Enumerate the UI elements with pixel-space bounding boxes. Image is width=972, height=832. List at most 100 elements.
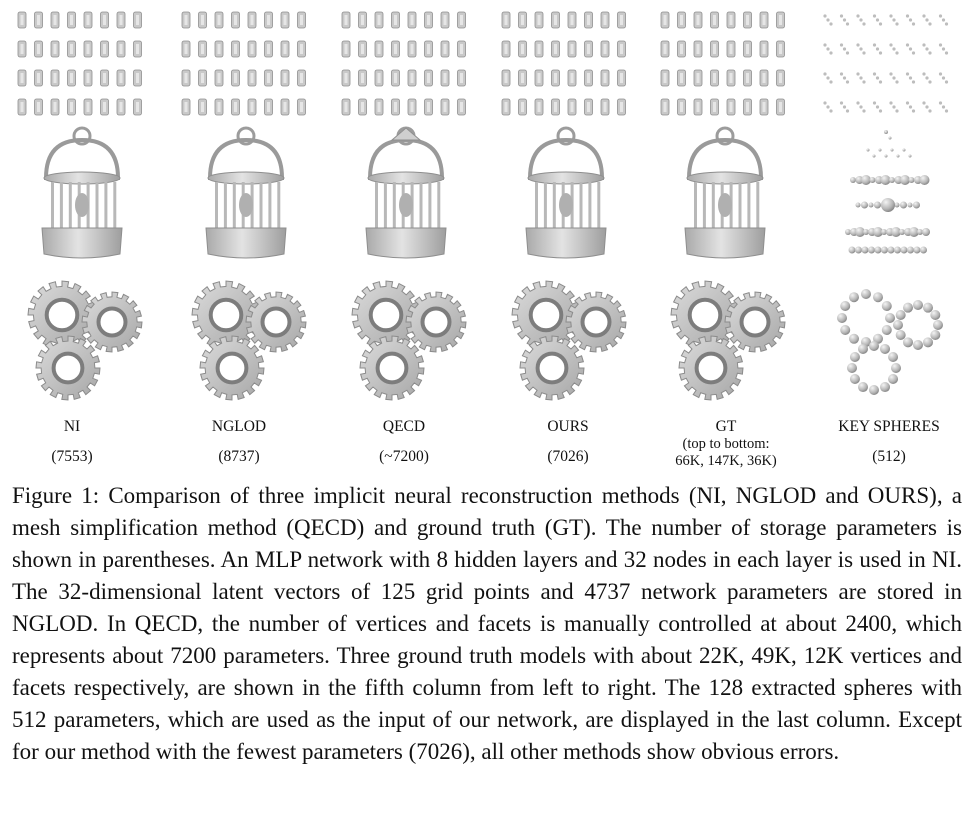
bone-highlight bbox=[746, 102, 749, 112]
cage-top-ring bbox=[527, 171, 605, 185]
bone-highlight bbox=[554, 102, 557, 112]
key-sphere bbox=[861, 175, 871, 185]
sphere-dot bbox=[845, 22, 850, 26]
key-sphere bbox=[861, 201, 868, 209]
bone-highlight bbox=[136, 15, 139, 25]
sphere-dot bbox=[922, 43, 926, 47]
sphere-dot bbox=[823, 43, 827, 47]
bone-highlight bbox=[663, 102, 667, 112]
bone-highlight bbox=[746, 73, 749, 83]
sphere-dot bbox=[922, 72, 926, 76]
bone-highlight bbox=[779, 15, 782, 25]
bone-highlight bbox=[521, 102, 524, 112]
bone-highlight bbox=[283, 15, 287, 25]
gear bbox=[724, 291, 786, 353]
cage-bar bbox=[552, 182, 556, 228]
bone-highlight bbox=[377, 15, 381, 25]
cage-hook bbox=[715, 126, 735, 146]
bone-highlight bbox=[20, 44, 24, 54]
bone-highlight bbox=[554, 73, 557, 83]
cage-bar bbox=[104, 182, 108, 228]
sphere-dot bbox=[845, 80, 850, 84]
bone-highlight bbox=[136, 73, 139, 83]
sphere-dot bbox=[905, 14, 910, 18]
bone-highlight bbox=[746, 15, 749, 25]
key-sphere bbox=[873, 227, 883, 237]
row-birdcage-models bbox=[41, 126, 930, 259]
key-sphere bbox=[848, 246, 856, 254]
key-sphere bbox=[861, 246, 869, 254]
bone-highlight bbox=[521, 15, 524, 25]
bone-highlight bbox=[460, 102, 463, 112]
sphere-dot bbox=[911, 109, 916, 113]
sphere-dot bbox=[859, 47, 863, 51]
gear-hole bbox=[260, 306, 292, 338]
gear-hole bbox=[215, 351, 249, 385]
key-sphere bbox=[908, 154, 912, 158]
sphere-dot bbox=[872, 14, 877, 18]
comparison-figure bbox=[17, 11, 949, 401]
bone-highlight bbox=[86, 73, 90, 83]
bone-highlight bbox=[361, 102, 364, 112]
bone-highlight bbox=[86, 15, 90, 25]
bird-figure bbox=[75, 193, 89, 217]
key-sphere bbox=[869, 385, 879, 395]
bone-highlight bbox=[729, 102, 733, 112]
bone-highlight bbox=[344, 15, 348, 25]
cage-bar bbox=[702, 182, 706, 228]
sphere-dot bbox=[872, 101, 877, 105]
column-title: OURS bbox=[547, 418, 589, 435]
bone-highlight bbox=[103, 102, 106, 112]
bone-highlight bbox=[70, 102, 73, 112]
sphere-dot bbox=[823, 14, 827, 18]
bone-highlight bbox=[201, 73, 204, 83]
gear-model bbox=[191, 280, 307, 401]
bone-highlight bbox=[300, 73, 303, 83]
bone-highlight bbox=[344, 102, 348, 112]
sphere-dot bbox=[889, 72, 893, 76]
key-sphere bbox=[869, 177, 876, 183]
cage-top-ring bbox=[686, 171, 764, 185]
key-sphere bbox=[907, 202, 913, 208]
bone-highlight bbox=[537, 15, 541, 25]
column-label-gt: GT (top to bottom: 66K, 147K, 36K) bbox=[646, 418, 806, 470]
bone-highlight bbox=[443, 73, 447, 83]
bone-highlight bbox=[504, 73, 508, 83]
gear-hole bbox=[535, 351, 569, 385]
bone-highlight bbox=[53, 15, 57, 25]
cage-facet bbox=[390, 127, 422, 141]
bone-highlight bbox=[443, 15, 447, 25]
cage-top-ring bbox=[207, 171, 285, 185]
bone-highlight bbox=[53, 44, 57, 54]
cage-bar bbox=[756, 182, 760, 228]
gear bbox=[519, 335, 585, 401]
key-sphere bbox=[855, 227, 865, 237]
cage-bar bbox=[268, 182, 272, 228]
cage-hook bbox=[556, 126, 576, 146]
gear bbox=[678, 335, 744, 401]
bone-highlight bbox=[427, 73, 430, 83]
key-sphere bbox=[863, 229, 869, 235]
bone-highlight bbox=[729, 15, 733, 25]
bone-highlight bbox=[696, 102, 700, 112]
bone-highlight bbox=[746, 44, 749, 54]
sphere-dot bbox=[922, 14, 926, 18]
bone-highlight bbox=[361, 44, 364, 54]
bone-highlight bbox=[377, 73, 381, 83]
cage-dome bbox=[686, 137, 764, 180]
sphere-dot bbox=[944, 80, 949, 84]
gear bbox=[359, 335, 425, 401]
bone-highlight bbox=[70, 44, 73, 54]
bone-highlight bbox=[234, 102, 237, 112]
bone-highlight bbox=[250, 15, 254, 25]
bone-highlight bbox=[762, 73, 766, 83]
bone-highlight bbox=[361, 73, 364, 83]
gear bbox=[191, 280, 261, 350]
caption-text: Comparison of three implicit neural reco… bbox=[12, 483, 962, 764]
sphere-dot bbox=[842, 76, 847, 80]
column-title: QECD bbox=[382, 418, 426, 435]
sphere-dot bbox=[856, 43, 860, 47]
key-sphere bbox=[891, 227, 901, 237]
bone-highlight bbox=[603, 44, 607, 54]
cage-hook bbox=[236, 126, 256, 146]
